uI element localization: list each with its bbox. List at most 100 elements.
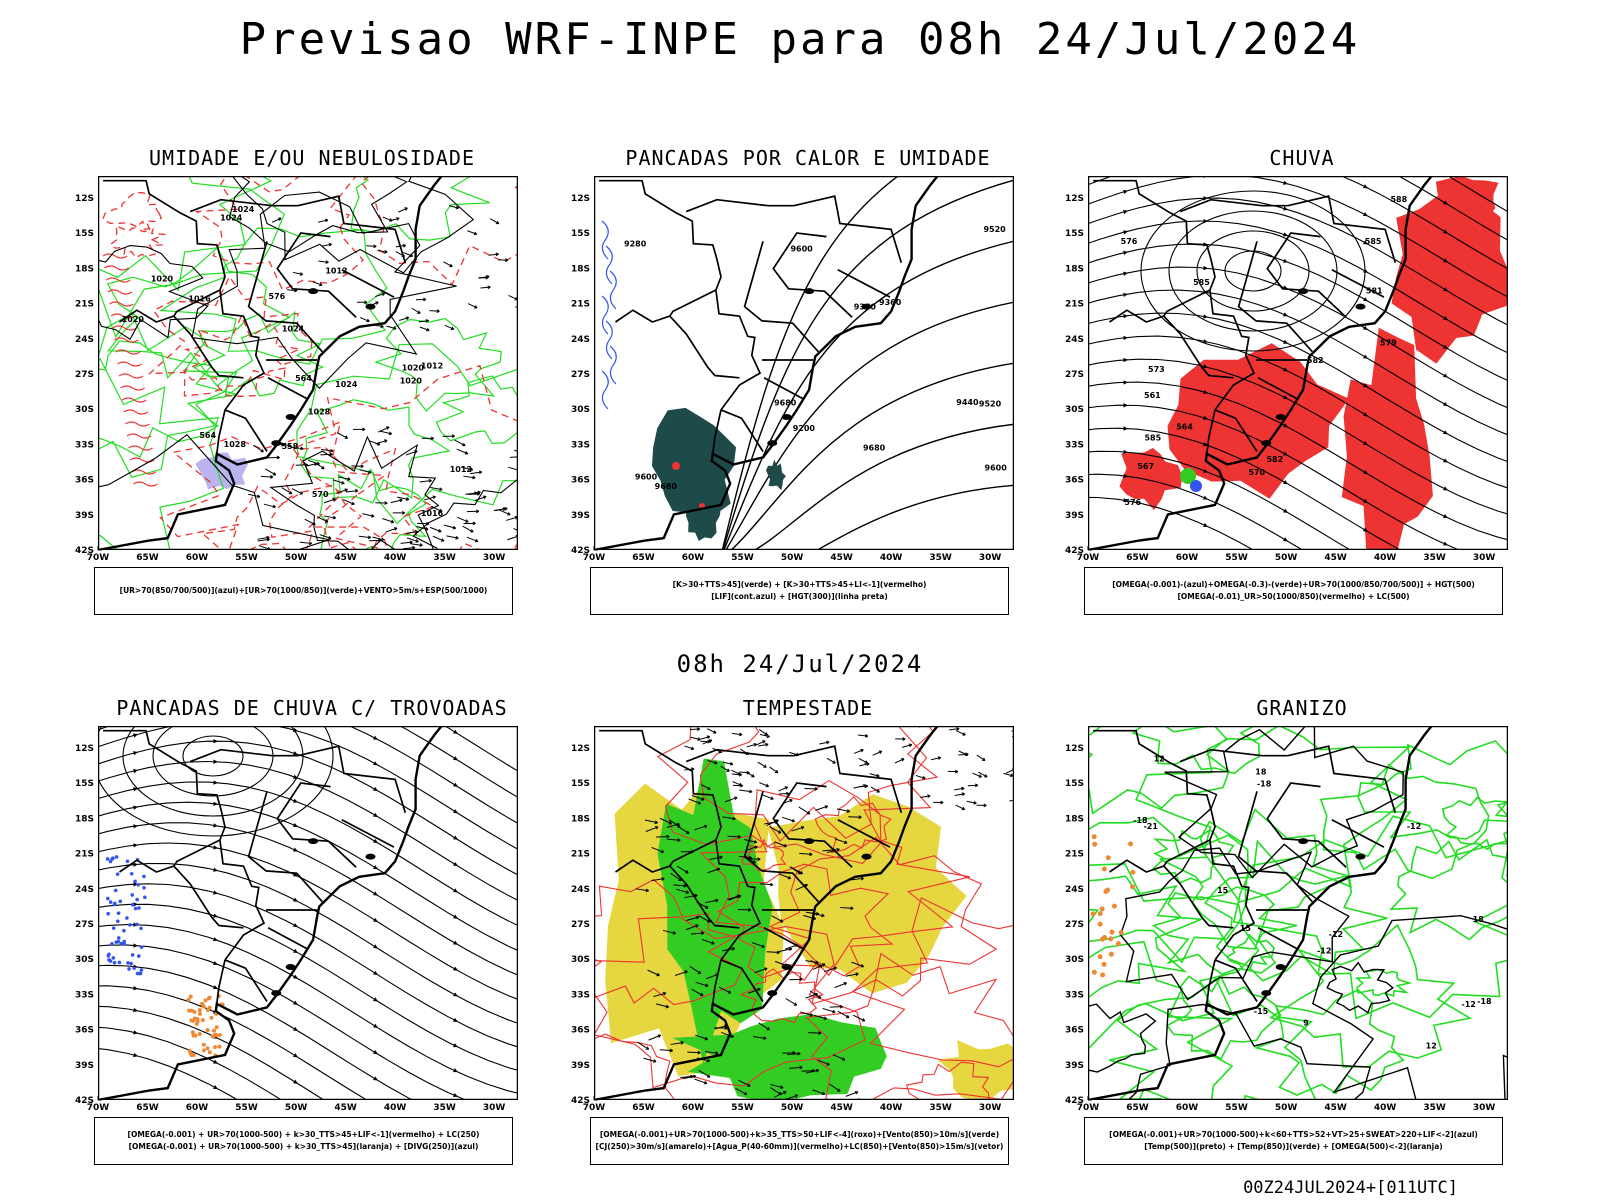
border-line <box>267 377 309 400</box>
lat-tick-label: 42S <box>1065 1096 1084 1106</box>
lat-tick-label: 24S <box>75 335 94 345</box>
legend-box: [UR>70(850/700/500)](azul)+[UR>70(1000/8… <box>94 567 513 615</box>
lake <box>1275 414 1286 421</box>
contour-label: 9440 <box>956 398 979 407</box>
lat-tick-label: 36S <box>571 476 590 486</box>
lake <box>271 990 282 997</box>
lat-tick-label: 30S <box>571 405 590 415</box>
border-line <box>720 409 764 452</box>
forecast-map <box>98 726 518 1100</box>
rain-area <box>1119 448 1183 511</box>
lon-tick-label: 70W <box>583 1103 606 1113</box>
border-line <box>1257 377 1299 400</box>
lon-tick-label: 50W <box>285 553 308 563</box>
border-line <box>837 269 891 298</box>
lake <box>804 288 815 295</box>
lat-tick-label: 27S <box>1065 370 1084 380</box>
lon-tick-label: 55W <box>1225 553 1248 563</box>
lon-tick-label: 55W <box>235 553 258 563</box>
lat-tick-label: 24S <box>1065 335 1084 345</box>
lake <box>781 414 792 421</box>
convection-area <box>766 459 786 491</box>
contour-label: 9600 <box>790 245 813 254</box>
contour-label: -12 <box>1407 822 1421 831</box>
lat-tick-label: 39S <box>75 511 94 521</box>
contour-label: 9600 <box>985 463 1008 472</box>
legend-line: [Temp(500)](preto) + [Temp(850)](verde) … <box>1144 1142 1443 1151</box>
border-line <box>224 959 268 1002</box>
coastline <box>594 176 940 550</box>
lat-tick-label: 24S <box>571 335 590 345</box>
lat-tick-label: 36S <box>1065 476 1084 486</box>
lon-tick-label: 30W <box>483 553 506 563</box>
rain-area <box>1391 181 1508 364</box>
legend-box: [K>30+TTS>45](verde) + [K>30+TTS>45+LI<-… <box>590 567 1009 615</box>
lat-tick-label: 42S <box>75 1096 94 1106</box>
legend-box: [OMEGA(-0.001) + UR>70(1000-500) + k>30_… <box>94 1117 513 1165</box>
lat-tick-label: 24S <box>1065 885 1084 895</box>
lat-tick-label: 12S <box>1065 744 1084 754</box>
lake <box>1261 440 1272 447</box>
legend-line: [OMEGA(-0.001) + UR>70(1000-500) + k>30_… <box>127 1130 480 1139</box>
lon-tick-label: 50W <box>1275 553 1298 563</box>
contour-label: 564 <box>295 374 312 383</box>
lake <box>308 288 319 295</box>
lat-tick-label: 39S <box>1065 1061 1084 1071</box>
lon-tick-label: 60W <box>186 1103 209 1113</box>
lake <box>365 303 376 310</box>
border-line <box>119 289 221 323</box>
contour-label: 570 <box>1248 468 1265 477</box>
coastline <box>1088 726 1434 1100</box>
lon-tick-label: 30W <box>979 1103 1002 1113</box>
border-line <box>685 198 794 213</box>
contour-label: 570 <box>312 490 329 499</box>
panel-title: PANCADAS DE CHUVA C/ TROVOADAS <box>116 696 508 720</box>
lat-tick-label: 18S <box>1065 814 1084 824</box>
border-line <box>711 959 722 1004</box>
streamlines <box>98 726 518 1100</box>
map-geography <box>594 176 940 550</box>
lon-tick-label: 55W <box>731 1103 754 1113</box>
wind-vectors <box>684 726 1014 811</box>
lon-tick-label: 55W <box>235 1103 258 1113</box>
legend-line: [OMEGA(-0.001)+UR>70(1000-500)+k>35_TTS>… <box>599 1130 1000 1139</box>
contour-label: 9360 <box>879 298 902 307</box>
contour-label: -12 <box>1461 1000 1475 1009</box>
contour-label: 1028 <box>308 407 331 416</box>
contour-label: 1024 <box>232 205 255 214</box>
lat-tick-label: 21S <box>571 850 590 860</box>
lat-tick-label: 33S <box>571 440 590 450</box>
lat-tick-label: 12S <box>1065 194 1084 204</box>
contour-label: 1024 <box>220 213 243 222</box>
lake <box>1355 303 1366 310</box>
lon-tick-label: 65W <box>632 1103 655 1113</box>
legend-line: [OMEGA(-0.001) + UR>70(1000-500) + k>30_… <box>128 1142 479 1151</box>
lat-tick-label: 15S <box>571 779 590 789</box>
border-line <box>1179 748 1288 763</box>
lat-tick-label: 30S <box>571 955 590 965</box>
lon-tick-label: 70W <box>1077 1103 1100 1113</box>
contour-label: 561 <box>1144 391 1161 400</box>
lon-tick-label: 70W <box>87 1103 110 1113</box>
contour-label: 9520 <box>983 225 1006 234</box>
contour-label: 576 <box>269 292 286 301</box>
valid-time-label: 08h 24/Jul/2024 <box>676 650 924 678</box>
lat-tick-label: 18S <box>1065 264 1084 274</box>
lon-tick-label: 65W <box>136 553 159 563</box>
lake <box>271 440 282 447</box>
contour-label: -18 <box>1477 997 1492 1006</box>
lon-tick-label: 60W <box>1176 1103 1199 1113</box>
lon-tick-label: 45W <box>1324 553 1347 563</box>
contour-label: 582 <box>1307 356 1324 365</box>
lat-tick-label: 27S <box>1065 920 1084 930</box>
map-panel-3: CHUVA 12S 15S 18S 21S 24S 27S 30S 33S 36S 39S 42S 70… <box>1052 146 1552 616</box>
lon-tick-label: 70W <box>583 553 606 563</box>
jet-stream-area <box>767 794 967 994</box>
lon-tick-label: 30W <box>1473 553 1496 563</box>
contour-label: 582 <box>1266 455 1283 464</box>
lon-tick-label: 65W <box>1126 553 1149 563</box>
map-geography <box>98 726 444 1100</box>
lake <box>285 964 296 971</box>
lat-tick-label: 42S <box>1065 546 1084 556</box>
